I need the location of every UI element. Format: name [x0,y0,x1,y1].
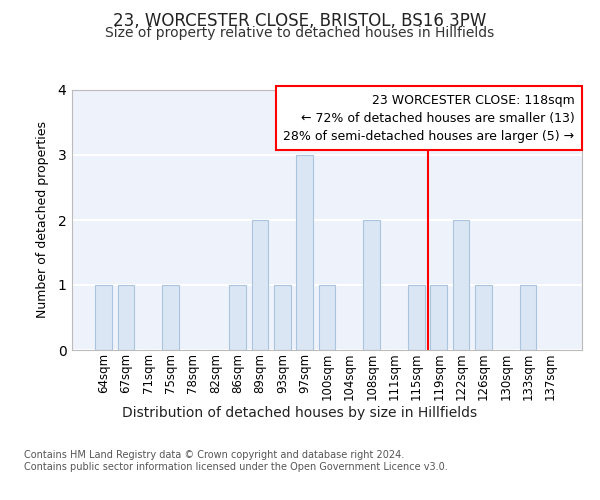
Bar [452,220,469,350]
Bar [430,285,447,350]
Bar [162,285,179,350]
Bar [296,155,313,350]
Text: 23 WORCESTER CLOSE: 118sqm
← 72% of detached houses are smaller (13)
28% of semi: 23 WORCESTER CLOSE: 118sqm ← 72% of deta… [283,94,574,143]
Bar [408,285,425,350]
Text: Contains HM Land Registry data © Crown copyright and database right 2024.
Contai: Contains HM Land Registry data © Crown c… [24,450,448,471]
Text: Size of property relative to detached houses in Hillfields: Size of property relative to detached ho… [106,26,494,40]
Bar [251,220,268,350]
Bar [319,285,335,350]
Bar [364,220,380,350]
Bar [520,285,536,350]
Bar [475,285,492,350]
Bar [229,285,246,350]
Y-axis label: Number of detached properties: Number of detached properties [36,122,49,318]
Bar [274,285,290,350]
Bar [118,285,134,350]
Text: Distribution of detached houses by size in Hillfields: Distribution of detached houses by size … [122,406,478,419]
Text: 23, WORCESTER CLOSE, BRISTOL, BS16 3PW: 23, WORCESTER CLOSE, BRISTOL, BS16 3PW [113,12,487,30]
Bar [95,285,112,350]
